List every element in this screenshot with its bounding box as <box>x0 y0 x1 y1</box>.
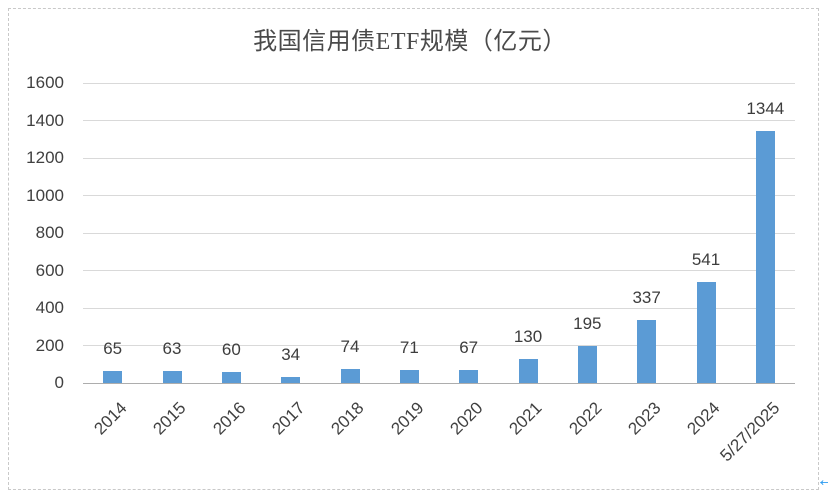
left-arrow-icon[interactable]: ← <box>816 469 828 491</box>
y-tick-label: 0 <box>54 373 64 392</box>
y-tick-label: 1400 <box>26 110 64 130</box>
x-tick-label: 2024 <box>683 398 724 439</box>
bar-value-label: 67 <box>459 338 479 358</box>
x-tick-label: 2021 <box>505 398 546 439</box>
y-tick-label: 1600 <box>26 73 64 92</box>
bar-value-label: 60 <box>221 339 241 359</box>
bar[interactable] <box>755 131 775 383</box>
gridline <box>83 307 795 309</box>
x-tick-label: 2016 <box>208 398 250 439</box>
gridline <box>83 120 795 121</box>
x-tick-label: 2020 <box>446 398 487 439</box>
chart-title: 我国信用债ETF规模（亿元） <box>253 29 567 55</box>
bar[interactable] <box>399 369 419 383</box>
gridline <box>83 232 795 234</box>
bar[interactable] <box>103 370 123 383</box>
x-axis-line <box>83 382 795 384</box>
bar-value-label: 541 <box>691 249 721 269</box>
bar[interactable] <box>162 371 182 383</box>
x-tick-label: 2019 <box>386 398 428 439</box>
x-tick-label: 5/27/2025 <box>716 398 784 466</box>
y-tick-label: 600 <box>35 260 64 280</box>
bar[interactable] <box>281 376 301 383</box>
x-tick-label: 2022 <box>564 398 606 439</box>
bar-value-label: 195 <box>573 314 602 334</box>
bar[interactable] <box>459 370 479 383</box>
x-tick-label: 2014 <box>90 398 131 439</box>
gridline <box>83 195 795 196</box>
bar-value-label: 34 <box>281 344 301 364</box>
y-tick-label: 200 <box>35 335 64 355</box>
bar-value-label: 71 <box>399 337 419 357</box>
bar[interactable] <box>696 281 716 383</box>
bar[interactable] <box>637 319 657 383</box>
gridline <box>83 157 795 159</box>
x-tick-label: 2023 <box>624 398 665 439</box>
y-tick-label: 400 <box>35 298 64 317</box>
y-tick-label: 1000 <box>26 185 64 205</box>
bar[interactable] <box>577 346 597 383</box>
gridline <box>83 345 795 346</box>
x-tick-label: 2017 <box>268 398 309 439</box>
x-tick-label: 2015 <box>149 398 190 439</box>
x-tick-label: 2018 <box>327 398 368 439</box>
bar-value-label: 1344 <box>746 99 785 118</box>
gridline <box>83 270 795 271</box>
bar[interactable] <box>221 371 241 383</box>
bar-value-label: 130 <box>513 326 543 346</box>
bar[interactable] <box>340 369 360 383</box>
y-tick-label: 1200 <box>26 148 64 167</box>
gridline <box>83 82 795 84</box>
y-tick-label: 800 <box>35 223 64 242</box>
bar-value-label: 337 <box>632 287 661 307</box>
bar-value-label: 65 <box>103 338 123 358</box>
bar-value-label: 63 <box>162 339 182 359</box>
bar-value-label: 74 <box>340 337 360 357</box>
bar[interactable] <box>518 358 538 383</box>
